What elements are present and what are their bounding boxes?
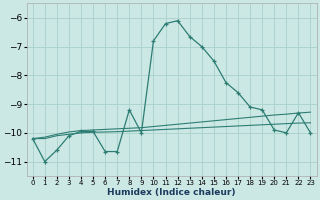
X-axis label: Humidex (Indice chaleur): Humidex (Indice chaleur) <box>107 188 236 197</box>
